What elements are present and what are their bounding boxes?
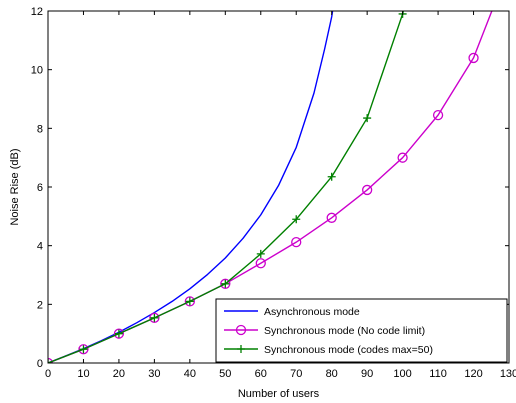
- series-3: [48, 11, 407, 363]
- data-point: [327, 172, 336, 181]
- data-point: [292, 215, 301, 224]
- series-line: [48, 11, 334, 363]
- data-point: [468, 52, 479, 64]
- y-tick-label: 2: [37, 299, 43, 311]
- legend: Asynchronous mode Synchronous mode (No co…: [215, 298, 508, 363]
- x-tick-label: 20: [113, 368, 125, 380]
- series-line: [48, 11, 405, 363]
- legend-entry: Synchronous mode (No code limit): [224, 324, 425, 337]
- x-axis-label: Number of users: [238, 388, 320, 400]
- data-point: [432, 109, 444, 121]
- y-tick-label: 4: [37, 241, 43, 253]
- x-tick-label: 0: [45, 368, 51, 380]
- ticks-layer: 0 10 20 30 40 50 60 70 80 90 100 110 120 130 0 2 4 6 8 10 12: [31, 6, 516, 380]
- x-tick-label: 100: [393, 368, 411, 380]
- data-point: [149, 312, 160, 323]
- data-point: [221, 279, 230, 288]
- legend-box: [215, 298, 508, 363]
- x-tick-label: 110: [429, 368, 447, 380]
- data-point: [184, 296, 195, 307]
- data-point: [291, 236, 302, 248]
- x-tick-label: 40: [184, 368, 196, 380]
- series-layer: [48, 11, 493, 363]
- legend-label: Synchronous mode (No code limit): [264, 325, 425, 337]
- series-1: [48, 11, 334, 363]
- y-tick-label: 10: [31, 65, 43, 77]
- data-point: [255, 258, 266, 269]
- data-point: [78, 344, 89, 355]
- x-tick-label: 120: [464, 368, 482, 380]
- data-point: [326, 212, 337, 223]
- data-point: [363, 114, 372, 123]
- data-point: [150, 313, 159, 322]
- data-point: [362, 184, 373, 196]
- legend-marker: [235, 324, 247, 336]
- legend-label: Synchronous mode (codes max=50): [264, 344, 433, 356]
- x-tick-label: 10: [77, 368, 89, 380]
- y-tick-label: 6: [37, 182, 43, 194]
- x-tick-label: 60: [255, 368, 267, 380]
- x-tick-label: 50: [219, 368, 231, 380]
- data-point: [113, 328, 125, 339]
- y-tick-label: 8: [37, 123, 43, 135]
- legend-entry: Asynchronous mode: [224, 306, 360, 318]
- data-point: [220, 278, 231, 289]
- legend-entry: Synchronous mode (codes max=50): [224, 344, 433, 356]
- y-axis-label: Noise Rise (dB): [9, 148, 21, 225]
- y-tick-label: 0: [37, 358, 43, 370]
- data-point: [185, 297, 194, 306]
- x-tick-label: 30: [148, 368, 160, 380]
- data-point: [397, 152, 408, 163]
- x-tick-label: 130: [500, 368, 516, 380]
- x-tick-label: 80: [326, 368, 338, 380]
- y-tick-label: 12: [31, 6, 43, 18]
- data-point: [114, 329, 123, 338]
- x-tick-label: 90: [361, 368, 373, 380]
- legend-label: Asynchronous mode: [264, 306, 360, 318]
- data-point: [79, 345, 88, 354]
- data-point: [256, 249, 265, 258]
- x-tick-label: 70: [290, 368, 302, 380]
- legend-marker: [237, 345, 245, 353]
